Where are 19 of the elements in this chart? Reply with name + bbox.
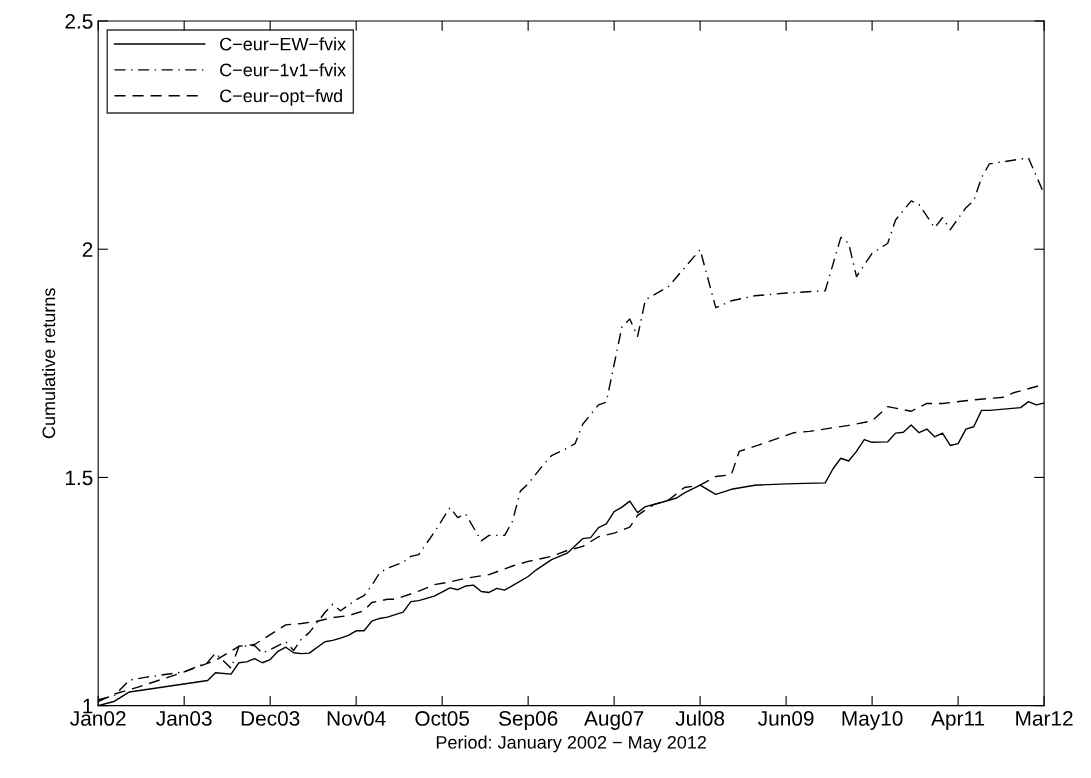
x-tick-label: Aug07 (584, 711, 644, 730)
x-axis-title: Period: January 2002 − May 2012 (436, 735, 706, 753)
x-tick-label: Jun09 (758, 711, 814, 726)
x-tick-label: Jan03 (156, 711, 212, 726)
y-tick-label: 1.5 (65, 470, 93, 486)
x-tick-label: Mar12 (1016, 711, 1073, 726)
x-tick-label: Dec03 (241, 711, 300, 726)
x-tick-label: Jul08 (675, 710, 725, 726)
y-axis-title: Cumulative returns (41, 288, 56, 439)
legend-label: C−eur−1v1−fvix (220, 63, 346, 77)
y-tick-label: 2 (82, 242, 93, 257)
legend-label: C−eur−opt−fwd (220, 88, 342, 106)
x-tick-label: Nov04 (327, 711, 386, 726)
x-tick-label: Apr11 (931, 711, 985, 730)
x-tick-label: May10 (842, 711, 903, 730)
x-tick-label: Sep06 (498, 711, 558, 730)
legend-label: C−eur−EW−fvix (220, 37, 346, 51)
y-tick-label: 2.5 (65, 14, 93, 29)
x-tick-label: Oct05 (415, 711, 470, 726)
